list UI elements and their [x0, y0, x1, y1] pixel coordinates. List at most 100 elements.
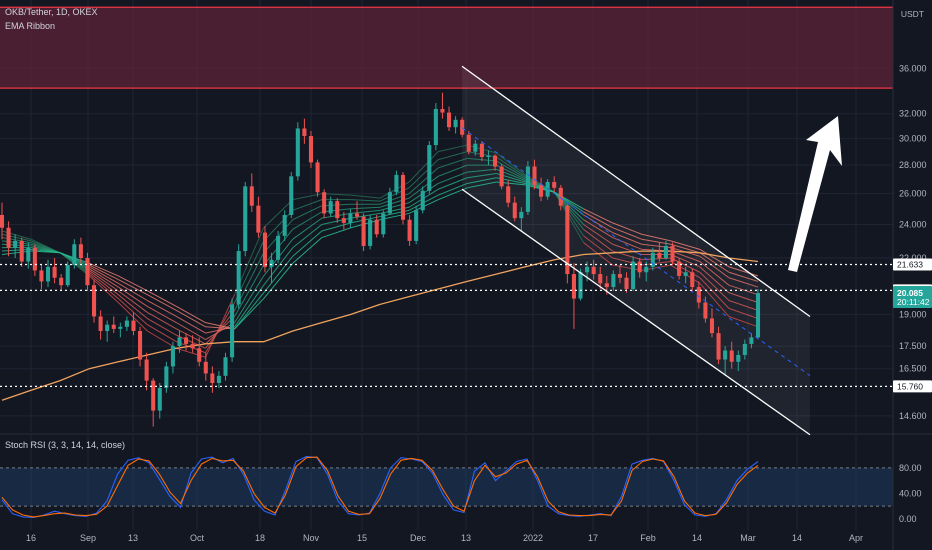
- time-tick-label: 18: [255, 533, 265, 543]
- ribbon-segment-ema-50: [670, 243, 700, 254]
- candle-body: [190, 343, 195, 349]
- candle-body: [269, 259, 274, 267]
- ribbon-segment-ema-25: [728, 307, 759, 319]
- ribbon-segment-ema-25: [583, 235, 613, 259]
- ribbon-segment-ema-25: [117, 298, 148, 326]
- ribbon-segment-ema-45: [176, 316, 206, 334]
- ribbon-segment-ema-35: [583, 224, 613, 245]
- ribbon-segment-ema-20: [321, 193, 351, 196]
- price-axis[interactable]: 36.000 32.000 30.000 28.000 26.000 24.000 22.0…: [892, 0, 927, 550]
- ribbon-segment-ema-40: [147, 305, 177, 324]
- candle-body: [197, 348, 202, 362]
- currency-label: USDT: [900, 9, 924, 19]
- symbol-title[interactable]: OKB/Tether, 1D, OKEX: [5, 7, 98, 17]
- ribbon-segment-ema-45: [263, 247, 294, 286]
- candle-body: [39, 270, 44, 282]
- ribbon-segment-ema-30: [437, 157, 468, 169]
- candle-body: [374, 219, 379, 235]
- price-tick-label: 24.000: [899, 219, 927, 229]
- ribbon-segment-ema-25: [147, 324, 177, 343]
- ribbon-segment-ema-35: [437, 164, 468, 177]
- candle-body: [387, 192, 392, 214]
- time-tick-label: 17: [588, 533, 598, 543]
- candle-body: [723, 350, 728, 360]
- ribbon-segment-ema-35: [147, 311, 177, 330]
- candle-body: [578, 272, 583, 299]
- candle-body: [670, 245, 675, 262]
- candle-body: [709, 318, 715, 334]
- price-tick-label: 17.500: [899, 341, 927, 351]
- ribbon-segment-ema-40: [612, 237, 642, 250]
- ribbon-segment-ema-50: [205, 326, 235, 330]
- bullish-arrow-shape: [788, 116, 842, 272]
- time-axis[interactable]: 16 Sep 13 Oct 18 Nov 15 Dec 13 2022 17 Feb 14 Mar 14 Ap…: [26, 533, 863, 543]
- candle-body: [525, 166, 530, 212]
- ribbon-segment-ema-50: [612, 227, 642, 240]
- candle-body: [446, 112, 452, 128]
- ribbon-segment-ema-50: [292, 230, 323, 257]
- candle-body: [558, 187, 563, 206]
- candle-body: [105, 324, 110, 331]
- candle-body: [631, 261, 636, 289]
- candle-body: [256, 205, 261, 233]
- candle-body: [78, 244, 83, 258]
- ribbon-segment-ema-25: [496, 156, 526, 177]
- candle-body: [749, 337, 754, 344]
- ribbon-segment-ema-50: [263, 255, 294, 294]
- ribbon-segment-ema-20: [728, 315, 759, 328]
- ema-ribbon-legend[interactable]: EMA Ribbon: [5, 21, 56, 31]
- time-tick-label: 15: [357, 533, 367, 543]
- ribbon-segment-ema-50: [1, 248, 32, 252]
- candle-body: [13, 240, 18, 248]
- candle-body: [683, 272, 688, 276]
- candle-body: [289, 176, 294, 215]
- ribbon-segment-ema-40: [350, 209, 381, 214]
- ribbon-segment-ema-25: [699, 277, 730, 309]
- ribbon-segment-ema-55: [641, 233, 671, 242]
- ribbon-segment-ema-25: [408, 159, 439, 189]
- candle-body: [361, 216, 366, 246]
- ribbon-segment-ema-55: [583, 208, 613, 224]
- candle-body: [223, 357, 228, 376]
- stoch-rsi-legend[interactable]: Stoch RSI (3, 3, 14, 14, close): [5, 440, 126, 450]
- price-tick-label: 28.000: [899, 160, 927, 170]
- stoch-tick-label: 0.00: [899, 514, 917, 524]
- candle-body: [72, 244, 77, 266]
- current-price-badge: [893, 286, 932, 309]
- ribbon-segment-ema-45: [728, 277, 759, 288]
- ribbon-segment-ema-55: [699, 248, 730, 268]
- candle-body: [85, 257, 90, 286]
- time-tick-label: Apr: [849, 533, 863, 543]
- ribbon-segment-ema-30: [728, 300, 759, 311]
- candle-body: [519, 211, 524, 219]
- ribbon-segment-ema-35: [176, 328, 206, 345]
- ribbon-segment-ema-30: [88, 271, 119, 296]
- ribbon-segment-ema-20: [147, 330, 177, 349]
- ribbon-segment-ema-45: [292, 224, 323, 249]
- ribbon-segment-ema-50: [234, 292, 265, 330]
- channel-area: [462, 66, 810, 435]
- candle-body: [657, 252, 662, 258]
- candle-body: [262, 232, 267, 267]
- ribbon-segment-ema-55: [176, 305, 206, 324]
- candle-body: [203, 361, 208, 374]
- candle-body: [315, 162, 320, 193]
- candle-body: [499, 166, 504, 187]
- candle-body: [466, 134, 471, 152]
- ribbon-segment-ema-40: [583, 219, 613, 238]
- candle-body: [230, 304, 235, 358]
- candle-body: [295, 128, 300, 177]
- ribbon-segment-ema-35: [699, 266, 730, 294]
- candle-body: [585, 266, 590, 273]
- candle-body: [604, 283, 609, 288]
- ribbon-segment-ema-45: [612, 232, 642, 245]
- ribbon-segment-ema-55: [467, 181, 497, 189]
- ribbon-segment-ema-40: [699, 261, 730, 286]
- candle-body: [59, 277, 64, 286]
- candle-body: [184, 337, 189, 344]
- candle-body: [118, 326, 123, 329]
- candle-body: [473, 143, 478, 152]
- ribbon-segment-ema-50: [583, 211, 613, 229]
- candle-body: [210, 373, 215, 384]
- candle-body: [249, 186, 254, 206]
